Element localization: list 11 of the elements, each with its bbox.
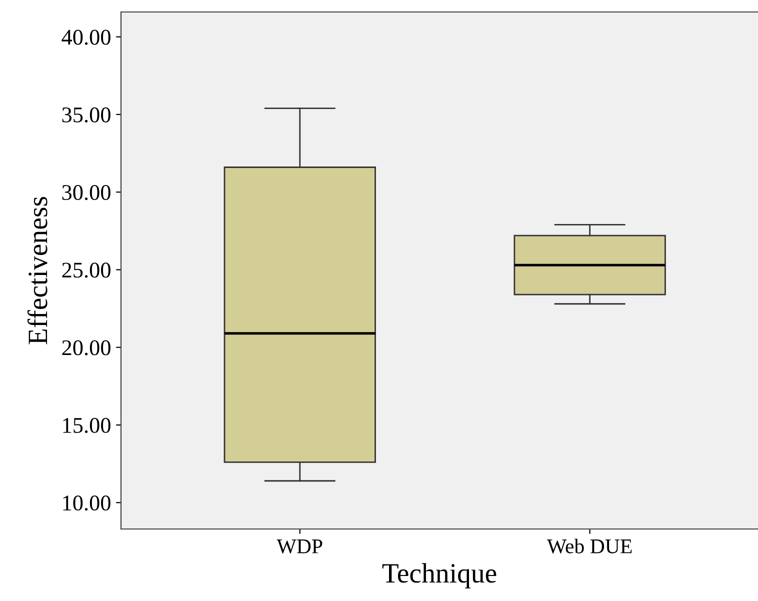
x-axis-title: Technique	[382, 563, 496, 588]
y-tick-label: 35.00	[62, 107, 110, 122]
y-tick-label: 20.00	[62, 340, 110, 356]
y-axis-title: Effectiveness	[27, 196, 48, 344]
y-tick-label: 30.00	[62, 185, 110, 200]
y-tick-label: 25.00	[62, 262, 110, 278]
x-tick-label: WDP	[276, 540, 322, 554]
y-tick-label: 10.00	[63, 496, 110, 511]
y-tick-label: 15.00	[63, 418, 110, 434]
y-tick-label: 40.00	[62, 30, 110, 45]
x-tick-label: Web DUE	[547, 538, 632, 554]
